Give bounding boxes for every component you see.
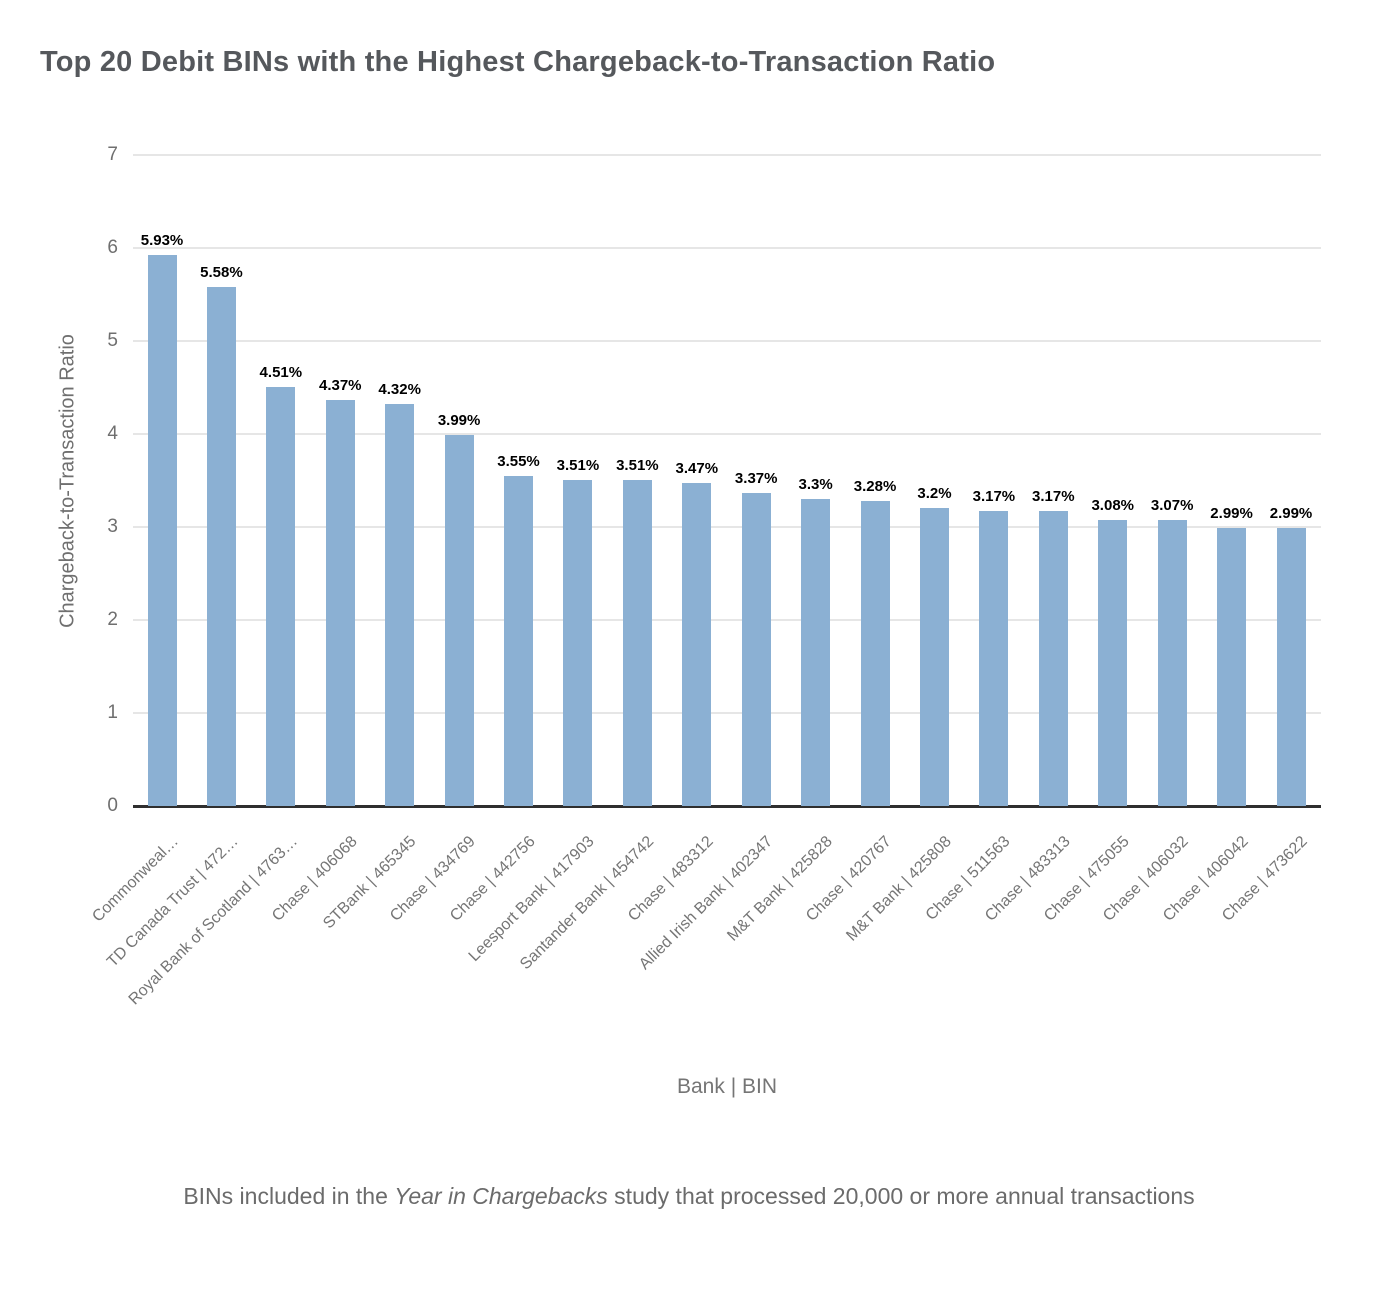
chart-title: Top 20 Debit BINs with the Highest Charg… <box>40 46 996 78</box>
y-tick-label: 1 <box>107 702 118 723</box>
chart-footnote: BINs included in the Year in Chargebacks… <box>0 1183 1378 1210</box>
x-tick-label: M&T Bank | 425808 <box>842 833 955 945</box>
y-tick-label: 5 <box>107 330 118 351</box>
bar-value-label: 3.51% <box>556 456 600 474</box>
bar-7[interactable] <box>504 475 534 806</box>
bar-value-label: 3.07% <box>1150 497 1194 515</box>
x-axis-title: Bank | BIN <box>677 1075 777 1098</box>
bar-4[interactable] <box>325 399 355 806</box>
gridline <box>133 526 1321 528</box>
bar-3[interactable] <box>266 386 296 806</box>
gridline <box>133 247 1321 249</box>
y-tick-label: 2 <box>107 609 118 630</box>
bar-value-label: 3.08% <box>1091 496 1135 514</box>
bar-value-label: 3.37% <box>734 469 778 487</box>
bar-value-label: 3.3% <box>798 476 833 494</box>
bar-value-label: 3.17% <box>1032 488 1075 506</box>
bar-19[interactable] <box>1217 527 1247 806</box>
bar-12[interactable] <box>801 499 831 806</box>
bar-1[interactable] <box>147 254 177 806</box>
bar-15[interactable] <box>979 511 1009 806</box>
y-tick-label: 4 <box>107 423 118 444</box>
bar-value-label: 4.37% <box>318 376 362 394</box>
bar-10[interactable] <box>682 483 712 806</box>
bar-11[interactable] <box>741 492 771 806</box>
bar-value-label: 4.51% <box>259 363 303 381</box>
y-tick-label: 3 <box>107 516 118 537</box>
bar-value-label: 5.93% <box>140 231 184 249</box>
footnote-prefix: BINs included in the <box>183 1183 395 1209</box>
bar-value-label: 3.17% <box>972 488 1016 506</box>
footnote-suffix: study that processed 20,000 or more annu… <box>607 1183 1195 1209</box>
bar-value-label: 3.47% <box>675 460 719 478</box>
bar-13[interactable] <box>860 500 890 806</box>
bar-6[interactable] <box>444 434 474 806</box>
bar-value-label: 2.99% <box>1210 504 1253 522</box>
footnote-study-name: Year in Chargebacks <box>394 1183 608 1209</box>
gridline <box>133 433 1321 435</box>
bar-16[interactable] <box>1038 511 1068 806</box>
bar-value-label: 3.51% <box>616 456 659 474</box>
y-axis-title: Chargeback-to-Transaction Ratio <box>56 334 79 628</box>
y-tick-label: 7 <box>107 144 118 165</box>
y-tick-label: 6 <box>107 237 118 258</box>
y-tick-label: 0 <box>107 795 118 816</box>
bar-17[interactable] <box>1098 519 1128 806</box>
bar-9[interactable] <box>622 479 652 806</box>
bar-14[interactable] <box>919 508 949 806</box>
gridline <box>133 712 1321 714</box>
bar-8[interactable] <box>563 479 593 806</box>
x-tick-label: M&T Bank | 425828 <box>724 833 836 945</box>
bar-value-label: 3.55% <box>497 452 540 470</box>
gridline <box>133 340 1321 342</box>
bar-value-label: 4.32% <box>378 381 421 399</box>
x-axis-line <box>133 805 1321 808</box>
bar-value-label: 5.58% <box>200 264 243 282</box>
gridline <box>133 619 1321 621</box>
bar-2[interactable] <box>206 287 236 806</box>
bar-value-label: 3.28% <box>853 477 897 495</box>
gridline <box>133 154 1321 156</box>
bar-5[interactable] <box>385 404 415 806</box>
bar-value-label: 3.2% <box>917 485 952 503</box>
bar-18[interactable] <box>1157 520 1187 806</box>
bar-20[interactable] <box>1276 527 1306 806</box>
bar-value-label: 3.99% <box>437 411 481 429</box>
bar-value-label: 2.99% <box>1269 504 1313 522</box>
